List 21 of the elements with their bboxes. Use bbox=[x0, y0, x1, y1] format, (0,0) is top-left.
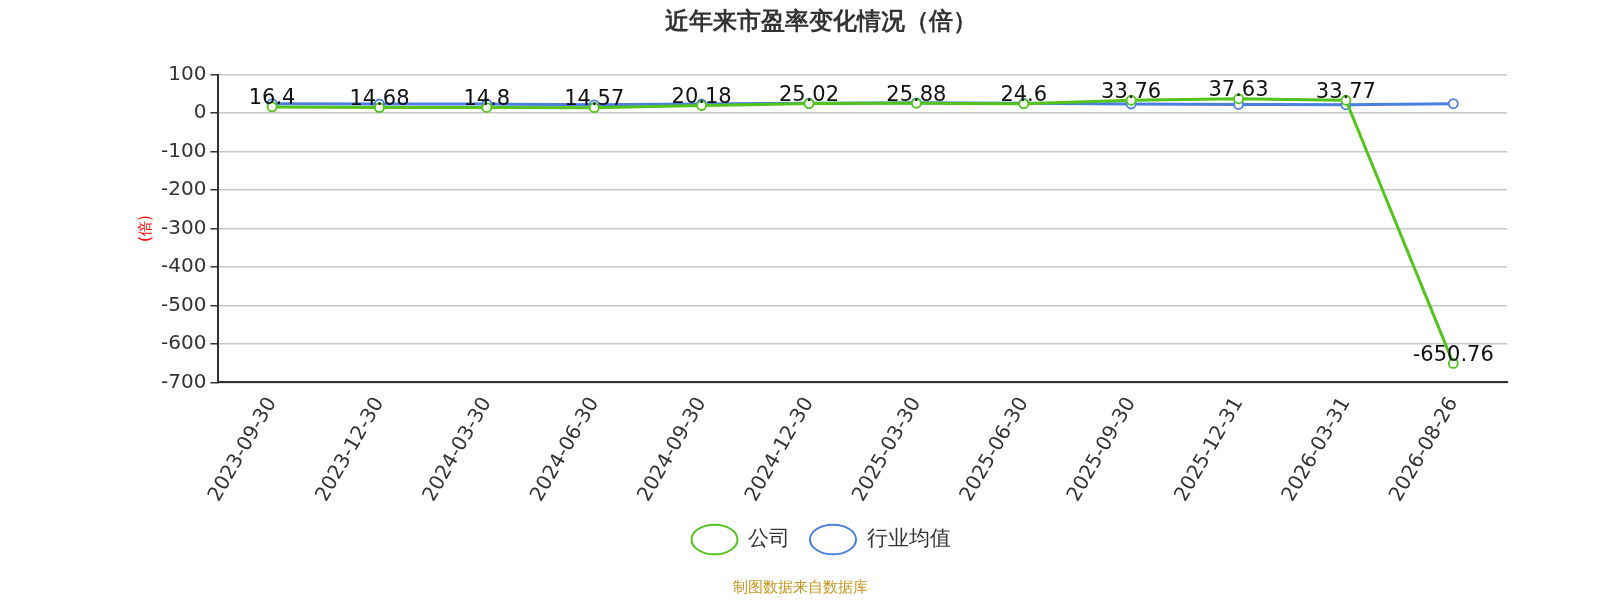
y-tick-label: 100 bbox=[168, 61, 207, 85]
legend-label: 行业均值 bbox=[866, 525, 951, 550]
y-tick-label: 0 bbox=[193, 99, 207, 124]
y-tick-label: -600 bbox=[161, 330, 207, 355]
data-label: 33.76 bbox=[1101, 78, 1162, 103]
y-tick-label: -500 bbox=[161, 291, 207, 316]
data-label: 37.63 bbox=[1208, 77, 1269, 102]
y-tick-label: -700 bbox=[161, 368, 207, 393]
y-axis-title: (倍) bbox=[135, 215, 154, 242]
data-label: 20.18 bbox=[671, 83, 732, 108]
data-label: 33.77 bbox=[1315, 78, 1376, 103]
data-label: 25.02 bbox=[778, 82, 840, 107]
y-tick-label: -100 bbox=[161, 137, 207, 162]
y-tick-label: -300 bbox=[161, 214, 207, 239]
y-tick-label: -400 bbox=[161, 253, 207, 278]
y-tick-label: -200 bbox=[161, 176, 207, 201]
text: 制图数据来自数据库 bbox=[732, 578, 868, 597]
data-label: 24.6 bbox=[1000, 82, 1048, 107]
chart-title: 近年来市盈率变化情况（倍） bbox=[665, 6, 977, 35]
data-label: 25.88 bbox=[886, 81, 947, 106]
legend-label: 公司 bbox=[748, 525, 790, 550]
